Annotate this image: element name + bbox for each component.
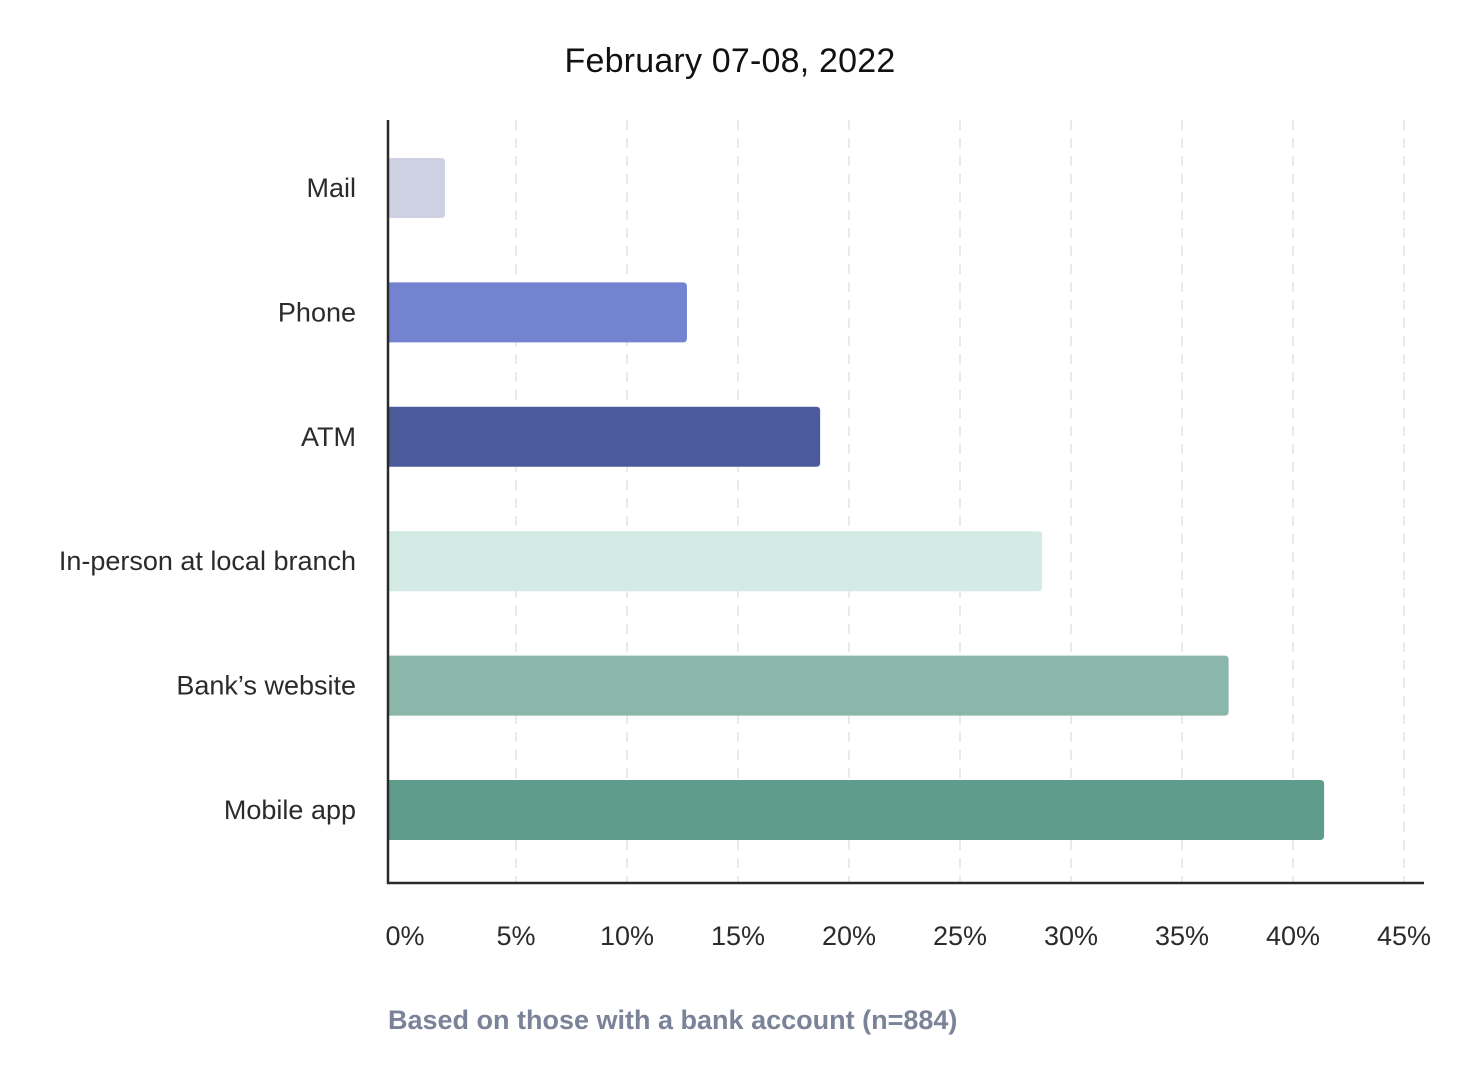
x-tick-label: 45% [1377,921,1431,951]
x-tick-label: 10% [600,921,654,951]
x-tick-label: 20% [822,921,876,951]
x-tick-label: 5% [496,921,535,951]
chart-title: February 07-08, 2022 [564,42,896,80]
x-tick-label: 25% [933,921,987,951]
x-tick-label: 40% [1266,921,1320,951]
bar-layer [388,158,1325,840]
category-label: ATM [301,422,356,452]
bar-bank-s-website [388,655,1229,716]
label-layer: Mail Phone ATM In-person at local branch Ban… [59,173,1431,951]
x-tick-label: 35% [1155,921,1209,951]
bar-in-person-at-local-branch [388,531,1043,592]
category-label: Mail [306,173,356,203]
grid-layer [515,120,1405,883]
bar-phone [388,282,687,343]
chart-note: Based on those with a bank account (n=88… [388,1005,958,1035]
x-tick-label: 15% [711,921,765,951]
axis-layer [386,120,1424,885]
category-label: Phone [278,297,356,327]
category-label: Mobile app [224,795,356,825]
category-label: Bank’s website [176,671,356,701]
x-tick-label: 0% [385,921,424,951]
bar-mail [388,158,445,218]
bar-mobile-app [388,780,1325,840]
category-label: In-person at local branch [59,546,356,576]
bar-atm [388,406,821,467]
x-tick-label: 30% [1044,921,1098,951]
